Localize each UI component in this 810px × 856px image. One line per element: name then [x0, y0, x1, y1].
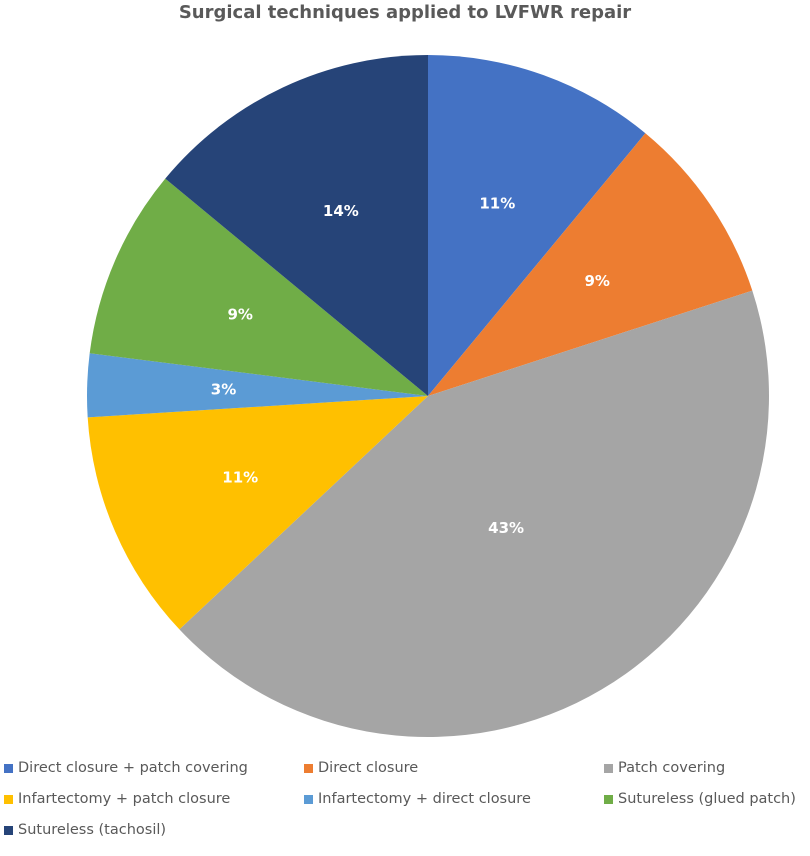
- legend-item-1: Direct closure + patch covering: [4, 760, 248, 776]
- legend-item-3: Patch covering: [604, 760, 725, 776]
- legend-item-5: Infartectomy + direct closure: [304, 791, 531, 807]
- legend-item-2: Direct closure: [304, 760, 418, 776]
- legend-label: Sutureless (glued patch): [618, 791, 796, 807]
- legend-swatch: [304, 794, 313, 804]
- legend-swatch: [604, 763, 613, 773]
- legend-item-7: Sutureless (tachosil): [4, 822, 166, 838]
- slice-data-label-1: 11%: [479, 194, 515, 212]
- chart-title: Surgical techniques applied to LVFWR rep…: [178, 2, 632, 23]
- slice-data-label-4: 11%: [222, 468, 258, 486]
- pie-slice-6: [89, 178, 428, 396]
- legend-swatch: [4, 763, 13, 773]
- legend-swatch: [4, 794, 13, 804]
- legend-label: Direct closure + patch covering: [18, 760, 248, 776]
- legend-label: Patch covering: [618, 760, 726, 776]
- pie-slice-2: [428, 133, 753, 396]
- pie-slice-4: [87, 396, 428, 630]
- slice-data-label-3: 43%: [488, 519, 524, 537]
- legend-item-4: Infartectomy + patch closure: [4, 791, 230, 807]
- legend-item-6: Sutureless (glued patch): [604, 791, 796, 807]
- slice-data-label-2: 9%: [584, 272, 609, 290]
- pie-slice-1: [428, 55, 646, 396]
- legend-swatch: [4, 825, 13, 835]
- legend-swatch: [604, 794, 613, 804]
- pie-chart: 11% 9% 43% 11% 3% 9% 14%: [87, 54, 769, 737]
- legend-label: Infartectomy + patch closure: [18, 791, 231, 807]
- legend-label: Sutureless (tachosil): [18, 822, 167, 838]
- pie-slice-3: [179, 290, 769, 737]
- pie-slice-7: [165, 54, 428, 397]
- pie-slice-5: [87, 353, 428, 418]
- slice-data-label-5: 3%: [211, 381, 236, 399]
- legend-label: Direct closure: [318, 760, 419, 776]
- slice-data-label-7: 14%: [323, 202, 359, 220]
- legend-swatch: [304, 763, 313, 773]
- slice-data-label-6: 9%: [227, 306, 252, 324]
- legend-label: Infartectomy + direct closure: [318, 791, 531, 807]
